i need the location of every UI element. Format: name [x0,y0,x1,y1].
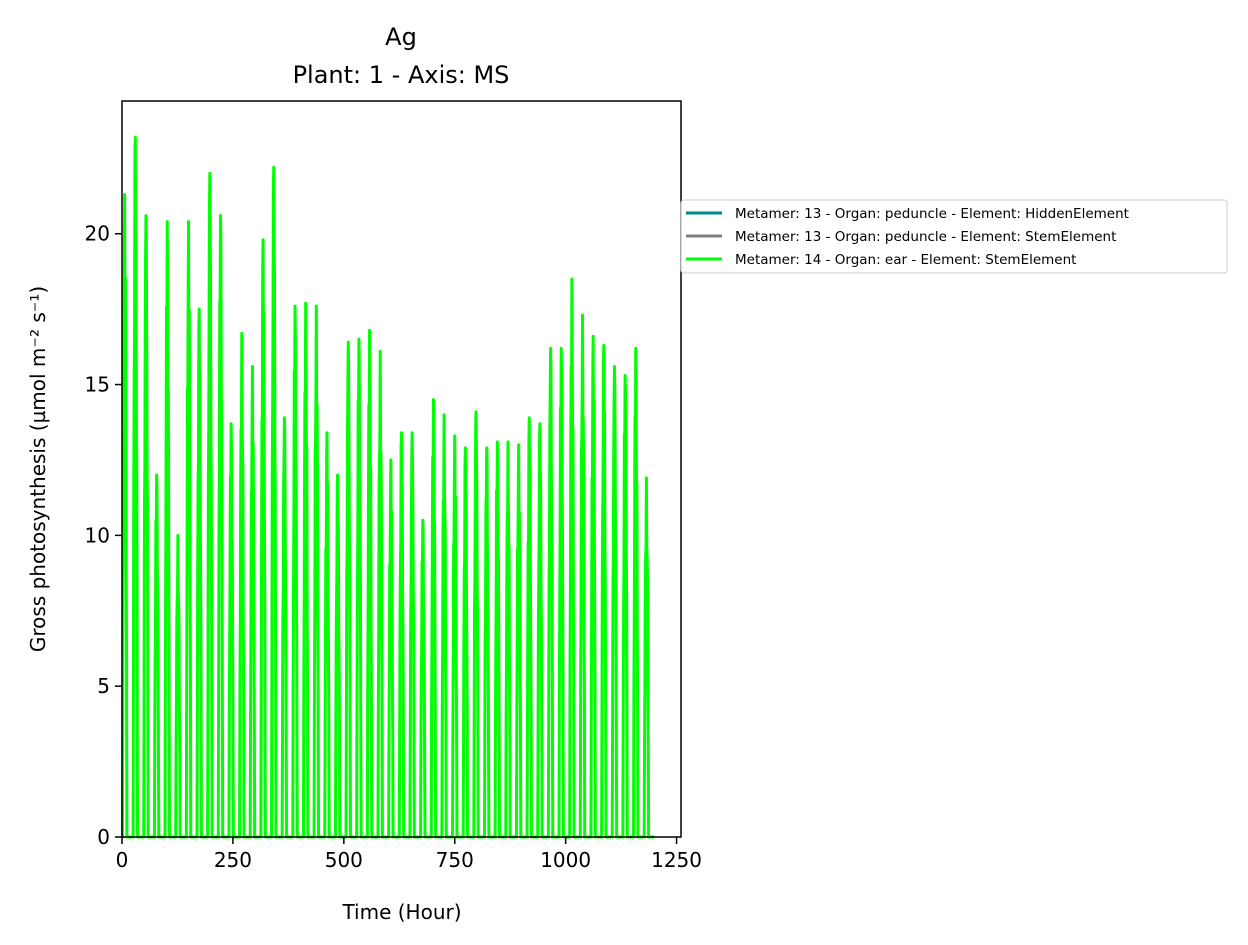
legend-label: Metamer: 13 - Organ: peduncle - Element:… [735,206,1129,222]
legend-frame [680,199,1228,274]
legend-label: Metamer: 14 - Organ: ear - Element: Stem… [735,252,1076,268]
chart-title-line2: Plant: 1 - Axis: MS [293,61,510,89]
x-tick-label: 1250 [651,848,702,872]
y-tick-label: 10 [85,523,110,547]
x-tick-label: 250 [214,848,252,872]
legend: Metamer: 13 - Organ: peduncle - Element:… [680,199,1228,274]
x-axis-label: Time (Hour) [341,900,461,924]
y-tick-label: 0 [97,825,110,849]
x-tick-label: 750 [436,848,474,872]
y-tick-label: 15 [85,373,110,397]
chart-title-line1: Ag [385,23,417,51]
y-tick-label: 5 [97,674,110,698]
x-axis-ticks: 0 250 500 750 1000 1250 [116,837,702,872]
y-tick-label: 20 [85,222,110,246]
legend-items: Metamer: 13 - Organ: peduncle - Element:… [686,206,1129,268]
y-axis-ticks: 0 5 10 15 20 [85,222,122,849]
x-tick-label: 0 [116,848,129,872]
axes-frame [121,100,682,838]
plot-area [120,100,682,839]
x-tick-label: 500 [325,848,363,872]
x-tick-label: 1000 [540,848,591,872]
y-axis-label: Gross photosynthesis (µmol m⁻² s⁻¹) [26,286,50,652]
legend-label: Metamer: 13 - Organ: peduncle - Element:… [735,229,1116,245]
